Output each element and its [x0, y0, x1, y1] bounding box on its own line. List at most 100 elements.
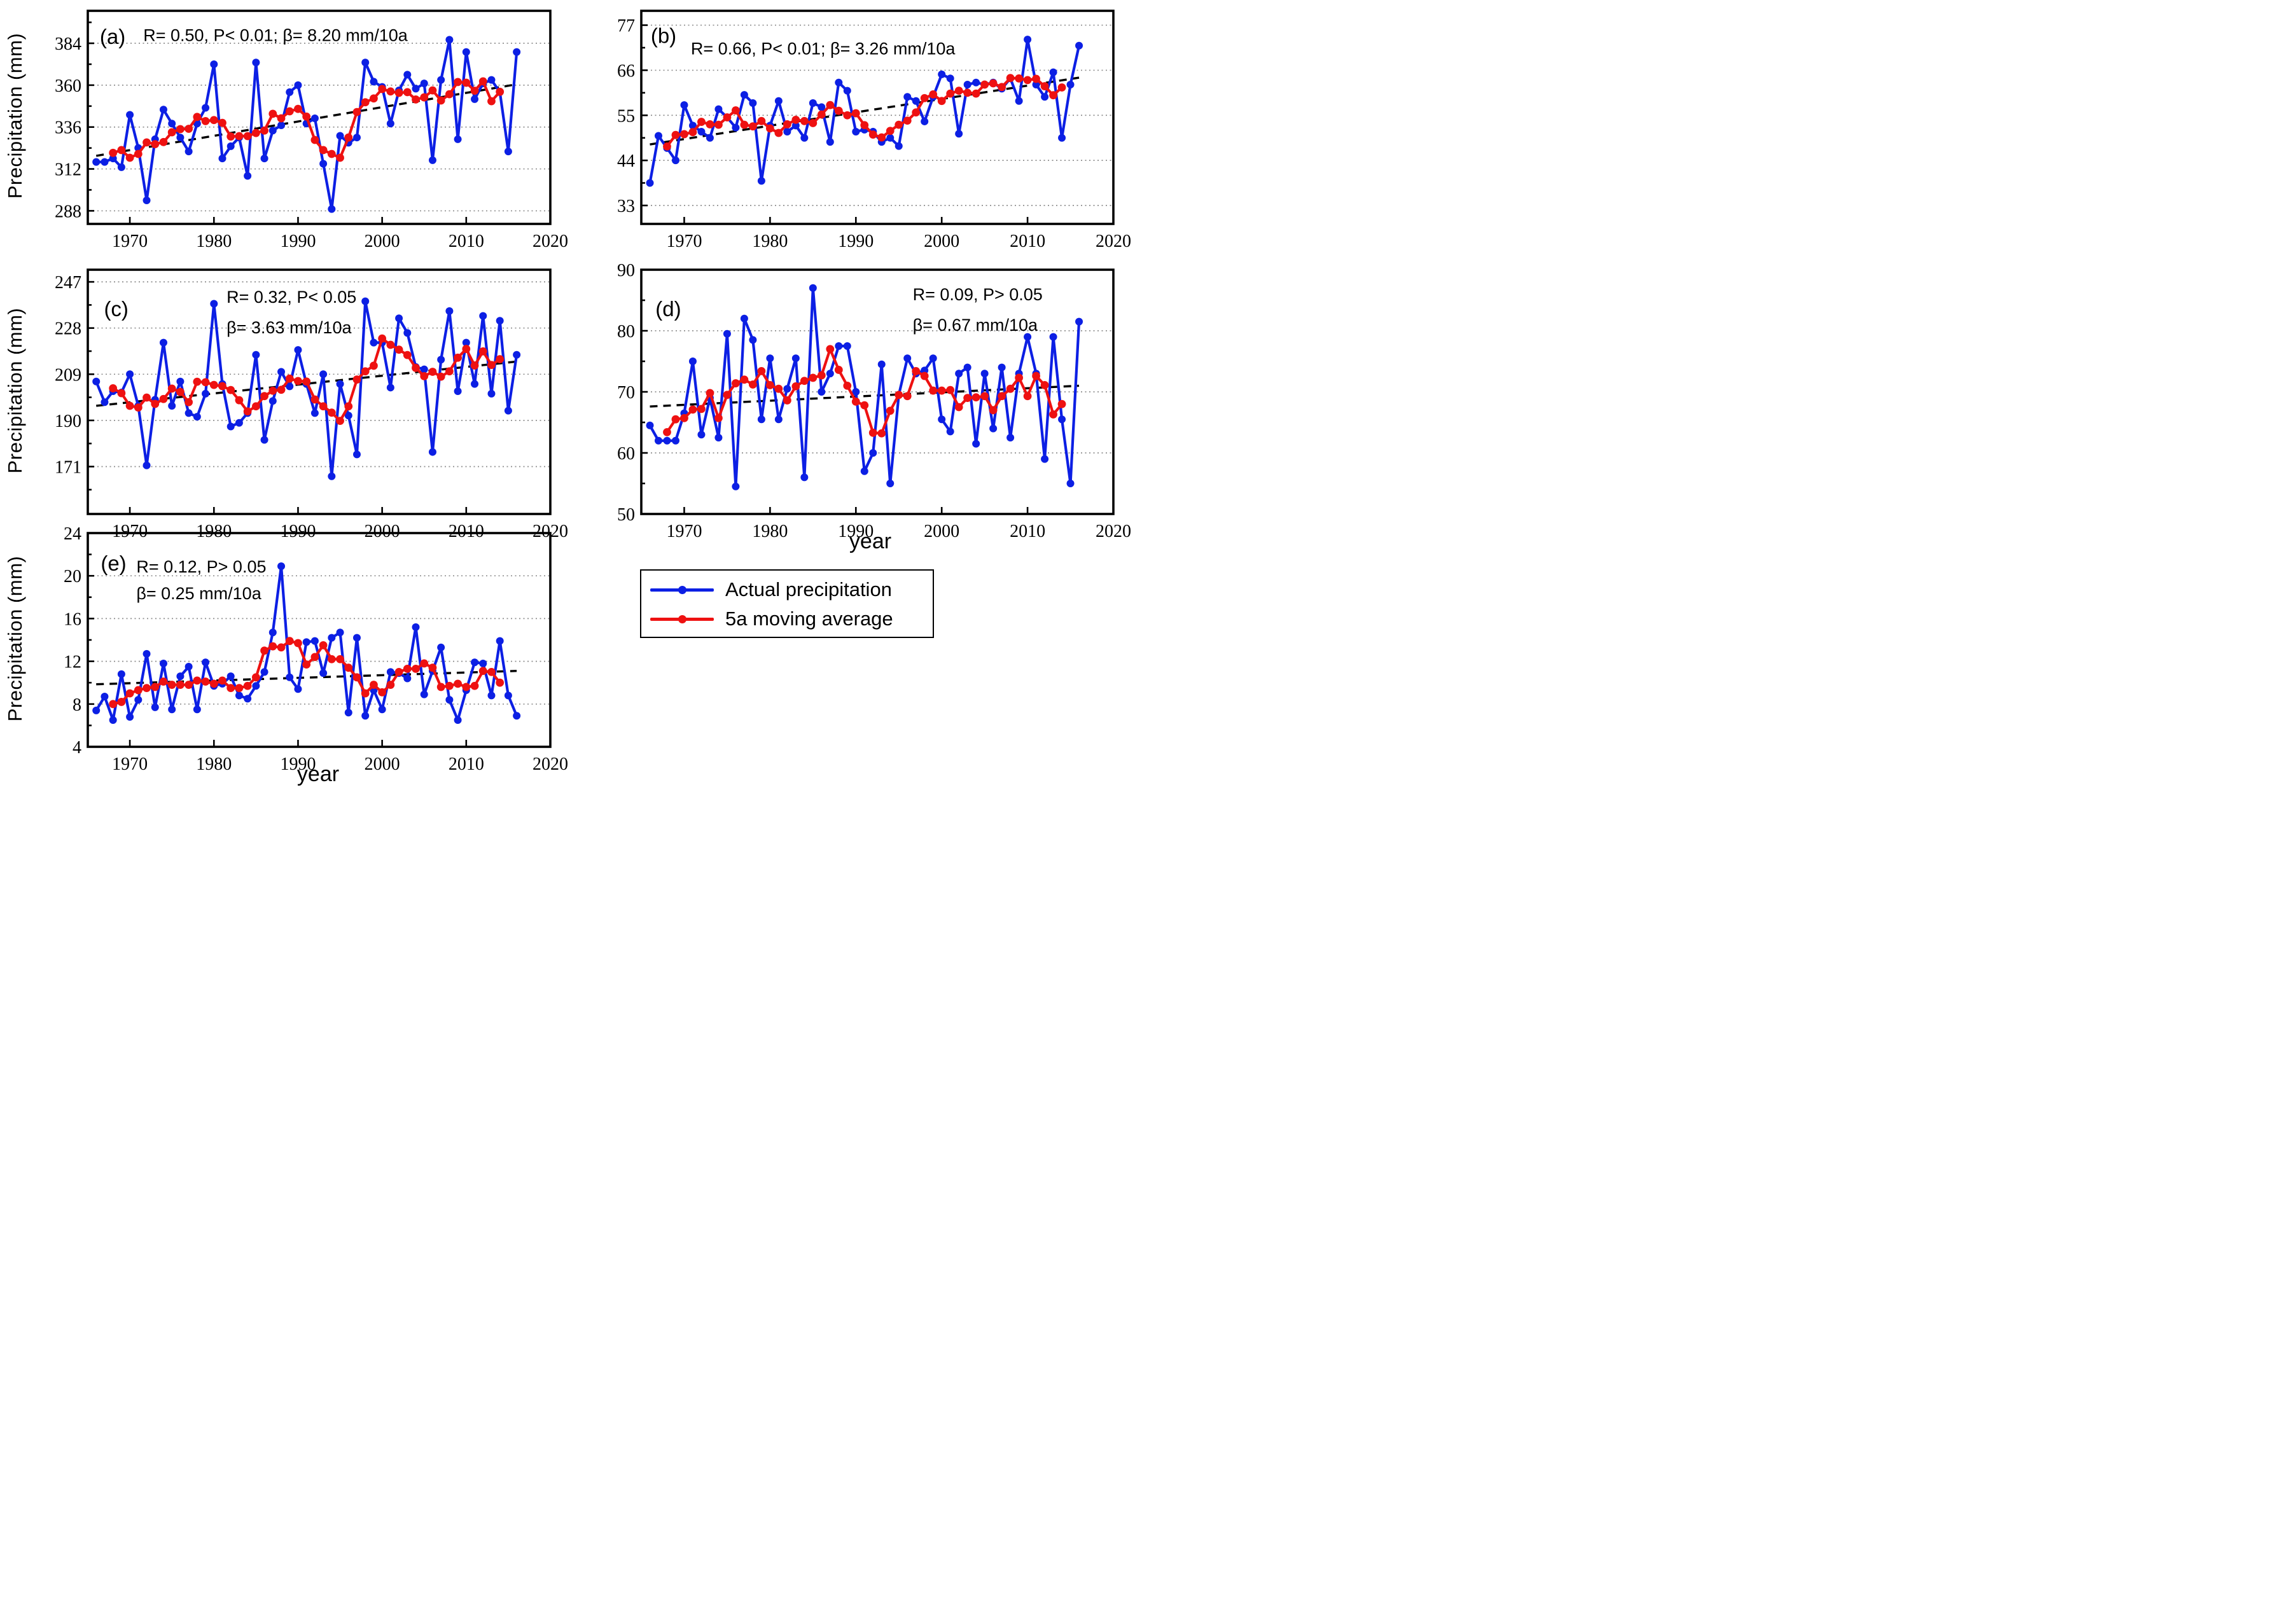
legend-sample-actual	[650, 577, 714, 602]
moving-average-markers	[663, 345, 1066, 438]
y-tick-label-4: 4	[73, 738, 81, 758]
legend: Actual precipitation 5a moving average	[640, 569, 934, 638]
x-tick-label-1990: 1990	[280, 754, 316, 774]
panel-d-plot: 50 60 70 80 90 1970 1980 1990 2000 2010 2020 (d) R= …	[617, 261, 1131, 541]
y-tick-label-228: 228	[55, 319, 81, 339]
y-tick-label-8: 8	[73, 695, 81, 715]
panel-b: 33 44 55 66 77 1970 1980 1990 2000 2010 2020 (b) R= …	[617, 10, 1131, 251]
x-tick-label-1980: 1980	[752, 232, 788, 251]
axis-ticks	[88, 21, 468, 224]
x-axis-title-panel-d: year	[849, 529, 892, 553]
legend-label-5a-moving-average: 5a moving average	[725, 607, 893, 630]
y-tick-label-288: 288	[55, 202, 81, 221]
y-tick-label-77: 77	[617, 17, 635, 36]
y-tick-label-20: 20	[64, 567, 81, 586]
panel-letter-d: (d)	[655, 297, 681, 321]
x-tick-label-1970: 1970	[666, 232, 702, 251]
y-tick-label-190: 190	[55, 412, 81, 431]
annotation-d-0: R= 0.09, P> 0.05	[913, 285, 1043, 304]
annotation-d-1: β= 0.67 mm/10a	[913, 316, 1038, 335]
x-tick-labels: 1970 1980 1990 2000 2010 2020	[666, 232, 1131, 251]
y-axis-title-panel-a: Precipitation (mm)	[4, 32, 26, 199]
y-tick-label-44: 44	[617, 151, 635, 171]
trend-line	[650, 76, 1080, 146]
y-tick-label-70: 70	[617, 383, 635, 403]
panel-b-plot: 33 44 55 66 77 1970 1980 1990 2000 2010 2020 (b) R= …	[617, 10, 1131, 251]
y-tick-label-171: 171	[55, 457, 81, 477]
x-tick-label-1980: 1980	[196, 522, 232, 541]
x-tick-label-1970: 1970	[112, 232, 148, 251]
x-tick-label-2020: 2020	[533, 232, 568, 251]
y-tick-label-33: 33	[617, 197, 635, 216]
legend-label-actual-precipitation: Actual precipitation	[725, 578, 892, 600]
y-tick-labels: 288 312 336 360 384	[55, 34, 81, 221]
panel-letter-c: (c)	[104, 297, 128, 321]
y-tick-label-90: 90	[617, 261, 635, 281]
axis-ticks	[641, 268, 1029, 515]
x-tick-label-2020: 2020	[1096, 522, 1131, 541]
figure-canvas: 288 312 336 360 384 1970 1980 1990 2000 2010 2020 (…	[0, 0, 1135, 814]
y-axis-title-panel-c: Precipitation (mm)	[4, 307, 26, 474]
plot-frame	[87, 268, 552, 515]
moving-average-markers	[109, 637, 505, 709]
annotation-c-0: R= 0.32, P< 0.05	[226, 288, 356, 307]
x-tick-labels: 1970 1980 1990 2000 2010 2020	[112, 754, 568, 774]
x-axis-title-panel-e: year	[296, 762, 340, 786]
y-tick-label-50: 50	[617, 505, 635, 525]
y-tick-label-360: 360	[55, 76, 81, 96]
y-tick-label-24: 24	[64, 524, 81, 544]
x-tick-label-1980: 1980	[196, 232, 232, 251]
axis-ticks	[88, 532, 468, 748]
y-tick-label-312: 312	[55, 160, 81, 180]
x-tick-label-1980: 1980	[196, 754, 232, 774]
x-tick-label-1970: 1970	[112, 522, 148, 541]
x-tick-label-1990: 1990	[838, 522, 874, 541]
x-tick-labels: 1970 1980 1990 2000 2010 2020	[666, 522, 1131, 541]
x-tick-labels: 1970 1980 1990 2000 2010 2020	[112, 232, 568, 251]
x-tick-label-2000: 2000	[365, 232, 400, 251]
moving-average-markers	[109, 334, 505, 426]
x-tick-label-1970: 1970	[112, 754, 148, 774]
legend-item-5a-moving-average: 5a moving average	[641, 606, 933, 632]
panel-e: 4 8 12 16 20 24 1970 1980 1990 2000 2010 2020 (e) R= …	[64, 524, 568, 774]
y-tick-label-336: 336	[55, 118, 81, 138]
x-tick-label-2000: 2000	[924, 522, 959, 541]
x-tick-label-1990: 1990	[280, 232, 316, 251]
panel-letter-e: (e)	[101, 552, 126, 575]
y-tick-label-16: 16	[64, 609, 81, 629]
x-tick-label-2000: 2000	[924, 232, 959, 251]
moving-average-markers	[663, 74, 1066, 151]
blue-dot-icon	[678, 586, 686, 594]
panel-letter-a: (a)	[100, 25, 125, 48]
x-tick-label-1990: 1990	[838, 232, 874, 251]
y-tick-label-80: 80	[617, 322, 635, 342]
y-tick-label-247: 247	[55, 273, 81, 293]
axis-ticks	[641, 24, 1029, 224]
y-tick-label-55: 55	[617, 106, 635, 126]
annotation-b-0: R= 0.66, P< 0.01; β= 3.26 mm/10a	[691, 39, 956, 59]
y-tick-labels: 50 60 70 80 90	[617, 261, 635, 525]
y-tick-label-384: 384	[55, 34, 81, 54]
y-tick-label-60: 60	[617, 444, 635, 464]
legend-item-actual-precipitation: Actual precipitation	[641, 577, 933, 602]
annotation-e-1: β= 0.25 mm/10a	[136, 584, 261, 603]
y-tick-labels: 171 190 209 228 247	[55, 273, 81, 477]
x-tick-label-2020: 2020	[533, 754, 568, 774]
annotation-e-0: R= 0.12, P> 0.05	[136, 557, 266, 576]
moving-average-markers	[109, 77, 505, 162]
panel-d: 50 60 70 80 90 1970 1980 1990 2000 2010 2020 (d) R= …	[617, 261, 1131, 541]
x-tick-label-2010: 2010	[449, 754, 484, 774]
y-tick-labels: 33 44 55 66 77	[617, 17, 635, 216]
y-axis-title-panel-e: Precipitation (mm)	[4, 555, 26, 722]
annotation-c-1: β= 3.63 mm/10a	[226, 318, 352, 337]
panel-a: 288 312 336 360 384 1970 1980 1990 2000 2010 2020 (…	[55, 10, 568, 251]
y-tick-label-209: 209	[55, 365, 81, 385]
plot-frame	[640, 10, 1115, 225]
x-tick-label-2010: 2010	[1010, 232, 1045, 251]
y-tick-label-12: 12	[64, 653, 81, 672]
x-tick-label-2010: 2010	[1010, 522, 1045, 541]
x-tick-label-2010: 2010	[449, 232, 484, 251]
red-dot-icon	[678, 615, 686, 623]
x-tick-label-1970: 1970	[666, 522, 702, 541]
plot-frame	[87, 10, 552, 225]
